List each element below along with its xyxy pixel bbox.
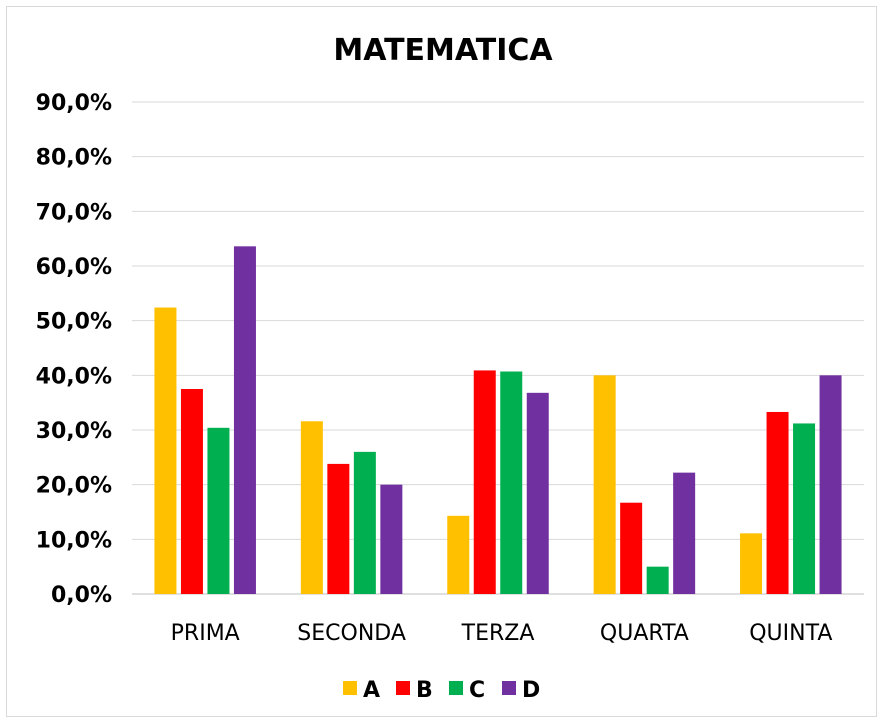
x-tick-label: PRIMA [171,621,240,646]
x-tick-label: TERZA [461,621,535,646]
legend-swatch-c [449,681,463,695]
bar-d-prima [233,246,256,594]
bar-b-quarta [620,502,643,594]
x-tick-label: QUARTA [600,621,689,646]
y-tick-label: 20,0% [36,474,112,499]
y-tick-label: 60,0% [36,255,112,280]
y-tick-label: 10,0% [36,528,112,553]
bar-b-quinta [766,411,789,594]
chart-frame [6,6,877,717]
bar-a-terza [447,515,470,594]
y-tick-label: 40,0% [36,364,112,389]
bar-b-terza [473,370,496,594]
bar-a-prima [154,307,177,594]
legend-label-b: B [416,678,433,703]
bar-c-quinta [793,423,816,594]
legend: A B C D [343,678,540,703]
bar-a-seconda [300,421,323,594]
legend-swatch-a [343,681,357,695]
y-tick-label: 90,0% [36,91,112,116]
bar-c-quarta [646,566,669,594]
bar-c-prima [207,427,230,594]
bar-a-quinta [740,533,763,594]
bar-c-seconda [353,451,376,594]
y-tick-label: 70,0% [36,200,112,225]
y-tick-label: 80,0% [36,146,112,171]
legend-label-d: D [522,678,540,703]
y-tick-label: 0,0% [51,583,112,608]
x-tick-label: QUINTA [749,621,832,646]
bar-b-seconda [327,463,350,594]
bar-a-quarta [593,375,616,594]
legend-swatch-b [396,681,410,695]
bar-d-terza [526,392,549,594]
chart-title: MATEMATICA [333,33,553,68]
bars [154,246,842,594]
bar-b-prima [180,389,203,594]
y-tick-label: 30,0% [36,419,112,444]
bar-d-quarta [673,472,696,594]
bar-d-quinta [819,375,842,594]
legend-label-a: A [363,678,380,703]
legend-label-c: C [469,678,485,703]
legend-swatch-d [502,681,516,695]
x-axis-ticks: PRIMA SECONDA TERZA QUARTA QUINTA [171,621,833,646]
y-axis-ticks: 0,0% 10,0% 20,0% 30,0% 40,0% 50,0% 60,0% 70,0% 8… [36,91,112,608]
y-tick-label: 50,0% [36,310,112,335]
bar-c-terza [500,371,523,594]
bar-d-seconda [380,484,403,594]
x-tick-label: SECONDA [297,621,406,646]
